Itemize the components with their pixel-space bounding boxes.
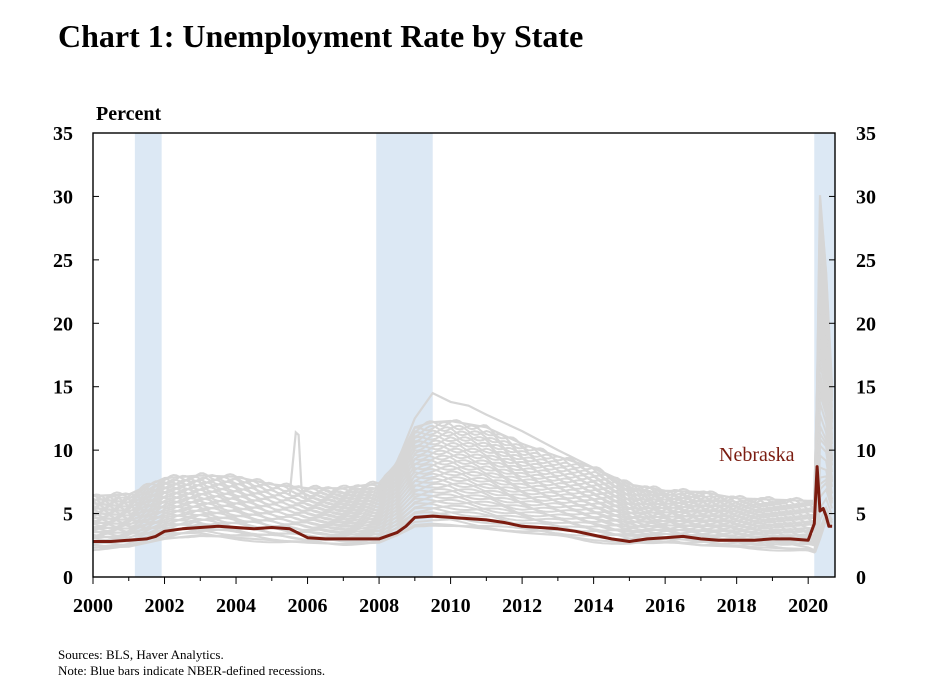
chart-title: Chart 1: Unemployment Rate by State [58,18,584,54]
y-tick-label-right-0: 0 [856,567,866,589]
state-line-10 [92,443,833,540]
sources-note: Sources: BLS, Haver Analytics. [58,647,224,662]
y-tick-label-right-5: 5 [856,504,866,526]
y-tick-label-left-0: 0 [63,567,73,589]
y-tick-label-left-30: 30 [53,186,73,208]
state-envelope-line-1 [92,517,833,553]
y-tick-label-right-10: 10 [856,440,876,462]
state-line-14 [92,414,833,535]
state-line-7 [93,475,833,547]
y-tick-label-left-25: 25 [53,250,73,272]
state-line-12 [92,430,833,540]
nebraska-annotation: Nebraska [719,444,795,466]
state-line-33 [92,249,833,513]
state-envelope-line-3 [395,391,666,496]
y-tick-label-left-35: 35 [53,123,73,145]
y-tick-label-left-5: 5 [63,504,73,526]
x-tick-label-2018: 2018 [717,595,757,617]
y-tick-label-right-15: 15 [856,377,876,399]
x-tick-label-2002: 2002 [145,595,185,617]
x-tick-label-2010: 2010 [431,595,471,617]
x-tick-label-2000: 2000 [73,595,113,617]
plot-area-frame [92,132,836,578]
y-tick-label-right-30: 30 [856,186,876,208]
nebraska-line [93,465,833,543]
x-tick-label-2014: 2014 [574,595,614,617]
state-line-8 [92,466,833,543]
state-line-20 [92,362,833,528]
x-tick-label-2016: 2016 [645,595,685,617]
state-envelope-line-0 [92,195,834,502]
state-envelope-line-2 [288,430,309,502]
nebraska-series [93,465,833,543]
x-tick-label-2008: 2008 [359,595,399,617]
x-tick-label-2012: 2012 [502,595,542,617]
y-tick-label-right-35: 35 [856,123,876,145]
x-tick-label-2020: 2020 [788,595,828,617]
y-tick-label-right-20: 20 [856,313,876,335]
x-tick-label-2004: 2004 [216,595,256,617]
x-tick-label-2006: 2006 [288,595,328,617]
y-axis-unit-label: Percent [96,103,162,125]
y-tick-label-right-25: 25 [856,250,876,272]
state-line-25 [92,321,833,522]
y-tick-label-left-15: 15 [53,377,73,399]
recession-note: Note: Blue bars indicate NBER-defined re… [58,663,326,678]
state-series-lines [92,195,834,554]
y-tick-label-left-20: 20 [53,313,73,335]
y-tick-label-left-10: 10 [53,440,73,462]
